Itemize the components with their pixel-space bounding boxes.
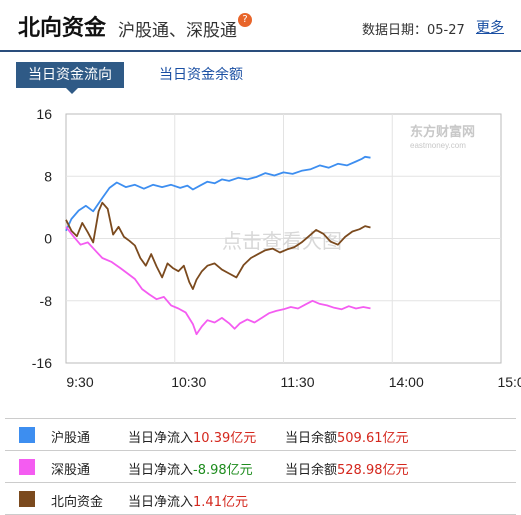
question-icon[interactable]: ? [238,13,252,27]
legend-row-north: 北向资金 当日净流入1.41亿元 [5,483,516,515]
legend-name-sz: 深股通 [51,463,91,478]
tab-daily-balance[interactable]: 当日资金余额 [159,67,243,83]
watermark-text: 点击查看大图 [222,229,342,253]
tab-caret [66,88,78,94]
legend-swatch-north [19,491,35,507]
flow-label: 当日净流入 [128,431,194,446]
x-tick-label: 10:30 [171,374,206,390]
x-tick-label: 14:00 [389,374,424,390]
x-tick-label: 11:30 [281,374,315,390]
y-tick-label: -16 [32,355,52,371]
series-lines [65,155,371,336]
subtitle-text: 沪股通、深股通 [118,21,237,41]
y-tick-label: 8 [44,168,52,184]
legend-swatch-sz [19,459,35,475]
data-date: 数据日期：05-27 [362,23,465,38]
balance-label: 当日余额 [285,463,338,478]
y-tick-label: -8 [40,293,53,309]
flow-value-north: 1.41亿元 [193,495,248,510]
flow-chart[interactable]: 东方财富网 eastmoney.com 点击查看大图 16 8 0 -8 -16 9:3… [0,96,521,396]
header: 北向资金 沪股通、深股通? 数据日期：05-27 更多 [0,0,521,52]
chart-grid [65,113,502,364]
flow-label: 当日净流入 [128,463,194,478]
flow-label: 当日净流入 [128,495,194,510]
flow-value-sz: -8.98亿元 [193,463,253,478]
balance-value-sh: 509.61亿元 [337,431,409,446]
legend-name-sh: 沪股通 [51,431,91,446]
legend-name-north: 北向资金 [51,495,104,510]
flow-value-sh: 10.39亿元 [193,431,257,446]
legend-balance-sh: 当日余额509.61亿元 [285,427,409,446]
watermark-brand: 东方财富网 [410,124,475,139]
legend-row-sh: 沪股通 当日净流入10.39亿元 当日余额509.61亿元 [5,419,516,451]
balance-label: 当日余额 [285,431,338,446]
watermark-url: eastmoney.com [410,141,466,150]
x-tick-label: 9:30 [66,374,93,390]
series-line-2 [65,201,371,290]
y-axis-ticks: 16 8 0 -8 -16 [32,106,52,371]
page-title: 北向资金 [18,16,107,41]
legend-table: 沪股通 当日净流入10.39亿元 当日余额509.61亿元 深股通 当日净流入-… [5,418,516,515]
x-tick-label: 15:00 [497,374,521,390]
series-line-0 [65,155,371,232]
page-subtitle: 沪股通、深股通? [118,13,252,41]
more-link[interactable]: 更多 [476,20,504,36]
legend-flow-north: 当日净流入1.41亿元 [128,491,248,510]
balance-value-sz: 528.98亿元 [337,463,409,478]
y-tick-label: 16 [36,106,52,122]
tab-daily-flow[interactable]: 当日资金流向 [16,62,124,88]
x-axis-ticks: 9:30 10:30 11:30 14:00 15:00 [66,374,521,390]
legend-flow-sz: 当日净流入-8.98亿元 [128,459,253,478]
legend-row-sz: 深股通 当日净流入-8.98亿元 当日余额528.98亿元 [5,451,516,483]
legend-swatch-sh [19,427,35,443]
series-line-1 [65,226,371,336]
legend-flow-sh: 当日净流入10.39亿元 [128,427,256,446]
y-tick-label: 0 [44,231,52,247]
legend-balance-sz: 当日余额528.98亿元 [285,459,409,478]
